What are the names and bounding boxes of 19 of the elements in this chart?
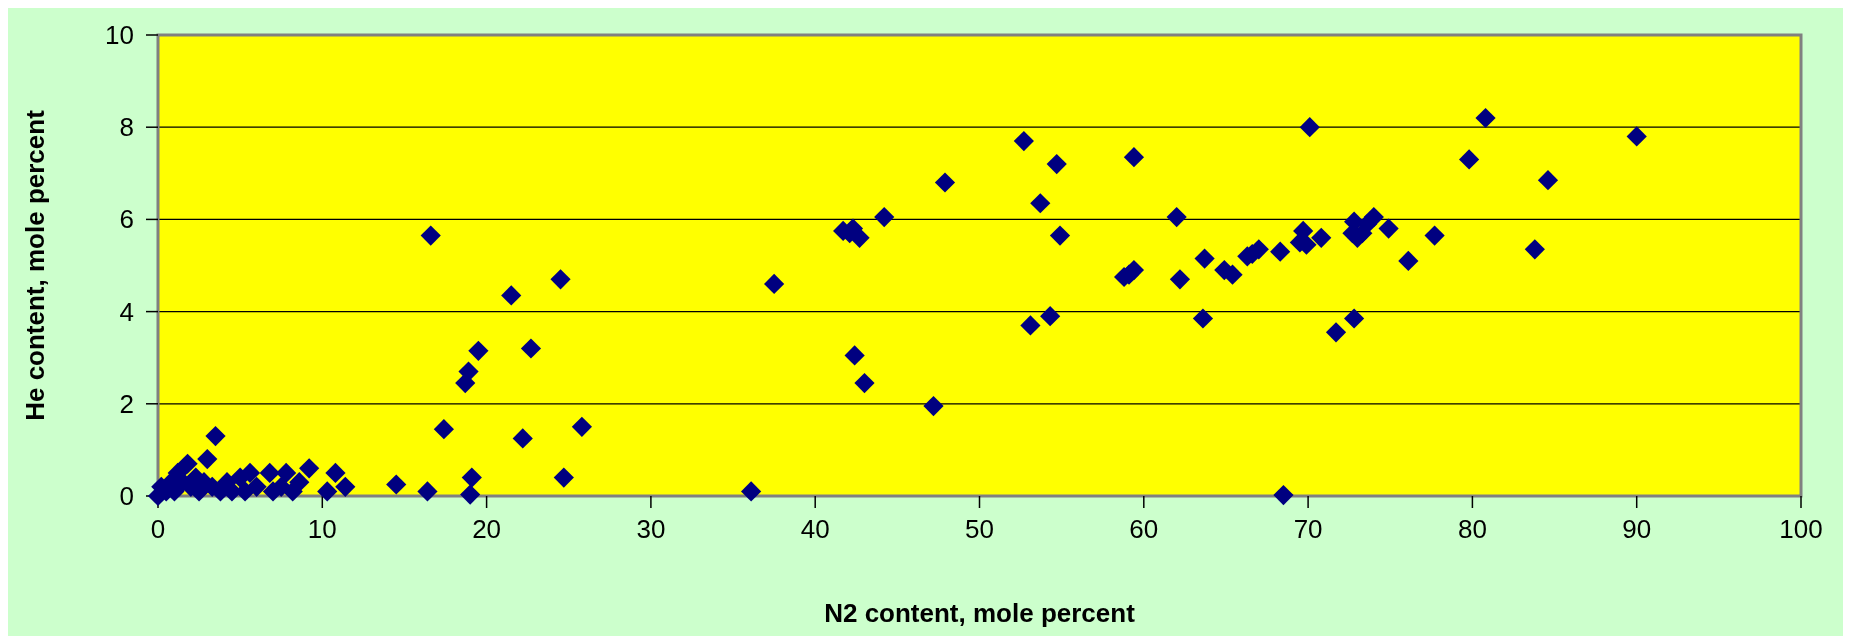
x-tick-label: 100: [1779, 514, 1823, 544]
x-tick-label: 50: [965, 514, 994, 544]
x-tick-label: 30: [636, 514, 666, 544]
y-tick-label: 2: [119, 388, 134, 419]
x-axis-title: N2 content, mole percent: [824, 598, 1136, 628]
y-tick-label: 8: [119, 112, 134, 143]
y-tick-label: 6: [119, 204, 134, 235]
y-tick-label: 10: [105, 20, 134, 50]
x-tick-label: 70: [1293, 514, 1323, 544]
x-tick-label: 90: [1622, 514, 1652, 544]
x-tick-label: 10: [307, 514, 337, 544]
x-tick-label: 20: [472, 514, 502, 544]
y-axis-title: He content, mole percent: [20, 109, 50, 421]
y-tick-label: 4: [119, 296, 134, 327]
x-tick-label: 40: [800, 514, 830, 544]
x-tick-label: 0: [150, 514, 166, 544]
y-tick-label: 0: [119, 481, 134, 511]
x-tick-label: 60: [1129, 514, 1159, 544]
x-tick-label: 80: [1457, 514, 1487, 544]
